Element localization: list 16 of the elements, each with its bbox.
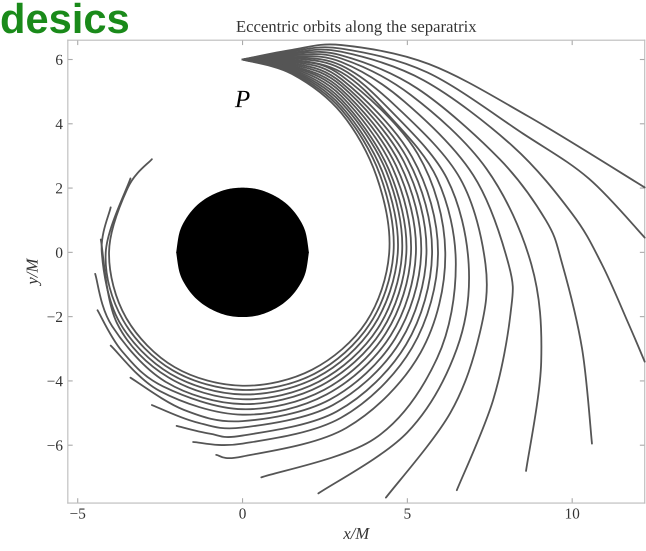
x-tick-label: −5: [70, 508, 86, 519]
annotation: P: [234, 90, 250, 108]
chart-title: Eccentric orbits along the separatrix: [236, 20, 476, 36]
y-tick-label: 2: [56, 183, 62, 194]
y-tick-label: 4: [56, 119, 63, 130]
x-tick-label: 0: [239, 508, 246, 519]
x-axis-title: x/M: [343, 528, 370, 540]
x-tick-label: 5: [404, 508, 411, 519]
y-tick-label: 6: [56, 54, 63, 65]
y-tick-label: −6: [47, 440, 63, 451]
y-tick-label: −4: [47, 376, 63, 386]
y-tick-label: 0: [56, 248, 62, 258]
x-tick-label: 10: [566, 508, 580, 519]
y-tick-label: −2: [47, 312, 62, 322]
text: desics: [2, 2, 128, 34]
y-axis-title: y/M: [26, 258, 42, 286]
